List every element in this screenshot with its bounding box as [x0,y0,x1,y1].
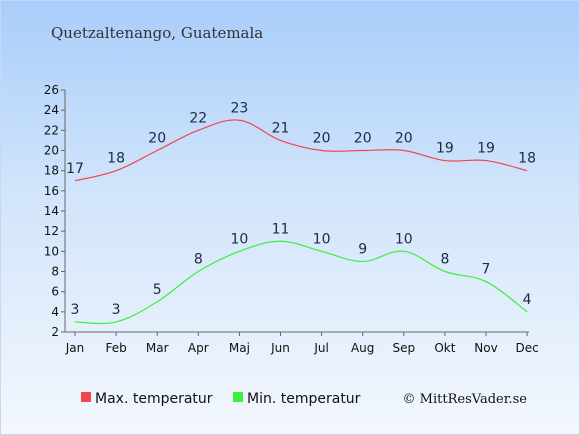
x-tick-label: Aug [351,341,374,355]
y-tick-label: 20 [44,144,59,158]
data-label-max: 18 [518,151,536,167]
data-label-max: 21 [272,120,290,136]
y-tick-label: 16 [44,184,59,198]
y-tick-label: 8 [51,265,59,279]
series-line-max [74,119,528,182]
series-layer: 17 18 20 22 23 21 20 20 20 19 19 18 3 3 5 8 10 11 10 9 10 8 7 4 [66,100,536,325]
y-tick-label: 4 [51,305,59,319]
x-tick-label: Feb [105,341,126,355]
legend-label-max: Max. temperatur [95,391,213,407]
legend-swatch-min [233,392,243,402]
x-tick-label: Jun [270,341,290,355]
x-tick-label: Maj [229,341,250,355]
y-tick-label: 6 [51,285,59,299]
legend-label-min: Min. temperatur [247,391,361,407]
legend: Max. temperatur Min. temperatur [81,391,361,407]
y-tick-label: 24 [44,103,59,117]
data-label-max: 19 [436,141,454,157]
data-label-max: 18 [107,151,125,167]
data-label-min: 9 [358,241,367,257]
y-tick-label: 2 [51,325,59,339]
copyright-text: © MittResVader.se [403,392,528,407]
y-tick-label: 22 [44,123,59,137]
x-tick-label: Dec [515,341,538,355]
data-label-max: 20 [148,131,166,147]
series-line-min [74,240,528,325]
data-label-min: 7 [482,262,491,278]
x-tick-label: Nov [474,341,497,355]
data-label-max: 19 [477,141,495,157]
y-tick-label: 26 [44,83,59,97]
x-tick-label: Apr [188,341,209,355]
data-label-min: 5 [153,282,162,298]
data-label-max: 20 [313,131,331,147]
x-tick-label: Mar [146,341,169,355]
data-label-max: 23 [230,100,248,116]
chart-title: Quetzaltenango, Guatemala [51,24,263,42]
data-label-min: 4 [523,292,532,308]
y-tick-label: 10 [44,244,59,258]
data-label-min: 3 [112,302,121,318]
x-tick-label: Jul [313,341,328,355]
data-label-min: 10 [395,231,413,247]
data-label-max: 20 [354,131,372,147]
y-tick-label: 18 [44,164,59,178]
x-tick-label: Sep [392,341,415,355]
y-tick-label: 14 [44,204,59,218]
data-label-max: 20 [395,131,413,147]
data-label-max: 22 [189,110,207,126]
legend-swatch-max [81,392,91,402]
data-label-min: 8 [440,252,449,268]
data-label-min: 10 [230,231,248,247]
data-label-min: 11 [272,221,290,237]
data-label-min: 8 [194,252,203,268]
x-tick-label: Okt [434,341,455,355]
data-label-min: 3 [71,302,80,318]
data-label-max: 17 [66,161,84,177]
y-tick-label: 12 [44,224,59,238]
data-label-min: 10 [313,231,331,247]
x-tick-label: Jan [65,341,85,355]
